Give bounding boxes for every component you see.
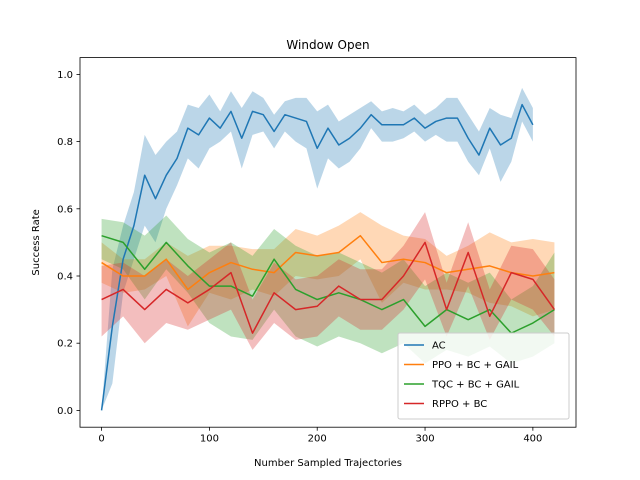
x-tick-label: 200: [308, 434, 327, 445]
y-axis: 0.0 0.2 0.4 0.6 0.8 1.0: [57, 70, 80, 417]
series-lines: [100, 103, 556, 411]
x-tick-label: 0: [98, 434, 104, 445]
band-ac: [101, 87, 533, 411]
x-axis: 0 100 200 300 400: [98, 427, 542, 445]
y-tick-label: 1.0: [57, 70, 73, 81]
line-ppo-bc-gail: [101, 234, 555, 291]
legend-label: RPPO + BC: [432, 399, 487, 410]
band-tqc-bc-gail: [101, 215, 555, 364]
y-axis-label: Success Rate: [31, 209, 42, 275]
y-tick-label: 0.6: [57, 204, 73, 215]
plot-frame: [79, 57, 577, 428]
line-ac: [100, 103, 534, 411]
legend: AC PPO + BC + GAIL TQC + BC + GAIL RPPO + B…: [397, 332, 570, 420]
y-tick-label: 0.2: [57, 339, 73, 350]
legend-label: AC: [432, 341, 446, 352]
legend-box: [397, 332, 570, 420]
x-tick-label: 300: [415, 434, 434, 445]
x-axis-label: Number Sampled Trajectories: [254, 458, 402, 469]
legend-label: TQC + BC + GAIL: [431, 380, 520, 391]
y-tick-label: 0.8: [57, 137, 73, 148]
band-ppo-bc-gail: [101, 212, 555, 327]
x-tick-label: 400: [523, 434, 542, 445]
y-tick-label: 0.0: [57, 406, 73, 417]
line-rppo-bc: [101, 241, 556, 334]
chart-title: Window Open: [286, 38, 369, 52]
y-tick-label: 0.4: [57, 272, 73, 283]
band-rppo-bc: [101, 212, 555, 350]
confidence-bands: [101, 87, 555, 411]
x-tick-label: 100: [200, 434, 219, 445]
legend-label: PPO + BC + GAIL: [432, 360, 519, 371]
